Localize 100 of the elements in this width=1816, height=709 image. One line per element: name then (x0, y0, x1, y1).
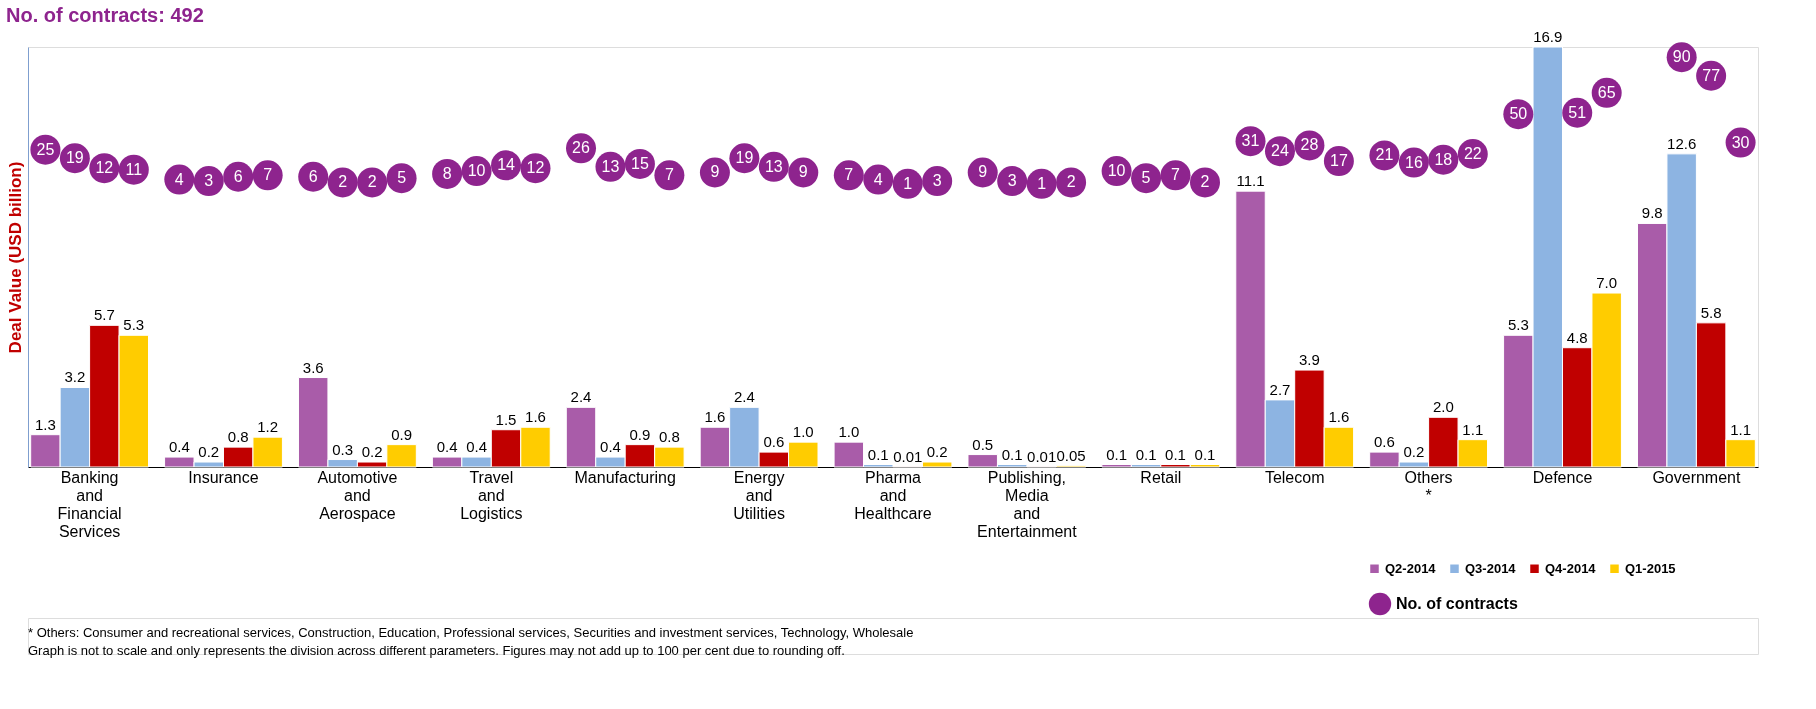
data-label: 25 (36, 140, 55, 158)
data-label: 0.4 (168, 438, 190, 456)
data-label: 1.6 (525, 408, 546, 426)
data-label: 1.0 (792, 423, 814, 441)
data-label: 18 (1434, 150, 1453, 168)
x-tick-label: Retail (1140, 468, 1182, 486)
data-label: 5.8 (1700, 303, 1722, 321)
data-label: 0.1 (1001, 445, 1023, 463)
data-label: 51 (1568, 103, 1587, 121)
data-label: 0.5 (972, 435, 994, 453)
data-label: 13 (764, 157, 783, 175)
data-label: 9.8 (1641, 204, 1663, 222)
data-label: 0.1 (1106, 445, 1128, 463)
data-label: 4 (174, 170, 184, 188)
data-label: 0.1 (1135, 445, 1157, 463)
data-label: 7 (664, 166, 674, 184)
data-label: 0.4 (600, 438, 621, 456)
x-tick-label: Government (1652, 468, 1741, 486)
data-label: 0.1 (1194, 445, 1216, 463)
data-label: 0.3 (332, 440, 354, 458)
data-label: 90 (1672, 48, 1691, 66)
y-axis-title: Deal Value (USD billion) (5, 161, 25, 354)
data-label: 6 (233, 167, 243, 185)
data-label: 12 (95, 159, 114, 177)
data-label: 1 (1037, 174, 1047, 192)
x-tick-label: Banking and Financial Services (57, 468, 122, 540)
data-label: 4.8 (1566, 328, 1588, 346)
data-label: 65 (1597, 83, 1616, 101)
data-label: 9 (798, 163, 808, 181)
data-label: 2.7 (1269, 380, 1291, 398)
legend-label: Q1-2015 (1625, 560, 1676, 576)
data-label: 1.3 (34, 415, 56, 433)
legend-label: Q4-2014 (1545, 560, 1597, 576)
data-label: 12 (526, 159, 545, 177)
data-label: 31 (1241, 132, 1260, 150)
data-label: 19 (735, 149, 754, 167)
data-label: 4 (873, 170, 883, 188)
data-label: 6 (308, 167, 318, 185)
x-tick-label: Manufacturing (574, 468, 676, 486)
x-tick-label: Automotive and Aerospace (317, 468, 398, 522)
data-label: 12.6 (1667, 134, 1697, 152)
data-label: 3 (1007, 172, 1017, 190)
text: Graph is not to scale and only represents the division across different parameters. Figures may not add up to 100 per cent due to rounding off. (28, 643, 845, 658)
x-tick-label: Defence (1532, 468, 1593, 486)
data-label: 1.1 (1730, 420, 1752, 438)
data-label: 0.01 (893, 447, 923, 465)
data-label: 77 (1702, 66, 1721, 84)
data-label: 16 (1404, 153, 1423, 171)
legend-label: No. of contracts (1396, 595, 1518, 612)
data-label: 0.2 (1403, 443, 1425, 461)
x-tick-label: Energy and Utilities (733, 468, 785, 522)
data-label: 30 (1731, 133, 1750, 151)
data-label: 0.8 (227, 428, 249, 446)
data-label: 0.6 (763, 433, 785, 451)
data-label: 0.1 (867, 445, 889, 463)
data-label: 21 (1375, 146, 1394, 164)
data-label: 7 (1171, 166, 1181, 184)
data-label: 0.4 (436, 438, 458, 456)
x-tick-label: Pharma and Healthcare (854, 468, 932, 522)
data-label: 2 (1066, 173, 1076, 191)
data-label: 7 (263, 166, 273, 184)
data-label: 5.3 (123, 316, 145, 334)
data-label: 7 (844, 166, 854, 184)
data-label: 2.0 (1432, 398, 1454, 416)
data-label: 0.8 (658, 428, 680, 446)
data-label: 3 (932, 172, 942, 190)
data-label: 5 (397, 169, 407, 187)
x-tick-label: Travel and Logistics (460, 468, 523, 522)
data-label: 1.2 (257, 418, 279, 436)
data-label: 26 (572, 139, 591, 157)
chart-title: No. of contracts: 492 (6, 4, 204, 26)
data-label: 2.4 (733, 388, 755, 406)
x-tick-label: Insurance (188, 468, 259, 486)
data-label: 9 (710, 163, 720, 181)
data-label: 0.4 (466, 438, 487, 456)
data-label: 14 (497, 156, 516, 174)
data-label: 2 (1200, 173, 1210, 191)
data-label: 2 (367, 173, 377, 191)
data-label: 10 (1107, 162, 1126, 180)
data-label: 3.9 (1299, 351, 1320, 369)
data-label: 0.6 (1373, 433, 1395, 451)
data-label: 0.05 (1056, 446, 1086, 464)
data-label: 9 (978, 163, 988, 181)
data-label: 19 (65, 149, 84, 167)
data-label: 22 (1463, 144, 1482, 162)
data-label: 1.6 (704, 408, 726, 426)
data-label: 11.1 (1236, 172, 1265, 190)
x-tick-label: Publishing, Media and Entertainment (977, 468, 1078, 540)
data-label: 3 (204, 172, 214, 190)
data-label: 11 (125, 160, 143, 178)
data-label: 0.9 (629, 425, 651, 443)
data-label: 24 (1271, 142, 1289, 160)
data-label: 3.2 (64, 368, 86, 386)
data-label: 0.9 (391, 425, 413, 443)
data-label: 1.0 (838, 423, 860, 441)
data-label: 5.3 (1507, 316, 1529, 334)
legend-label: Q2-2014 (1385, 560, 1437, 576)
data-label: 50 (1509, 105, 1528, 123)
data-label: 16.9 (1533, 28, 1563, 45)
data-label: 0.1 (1165, 445, 1186, 463)
